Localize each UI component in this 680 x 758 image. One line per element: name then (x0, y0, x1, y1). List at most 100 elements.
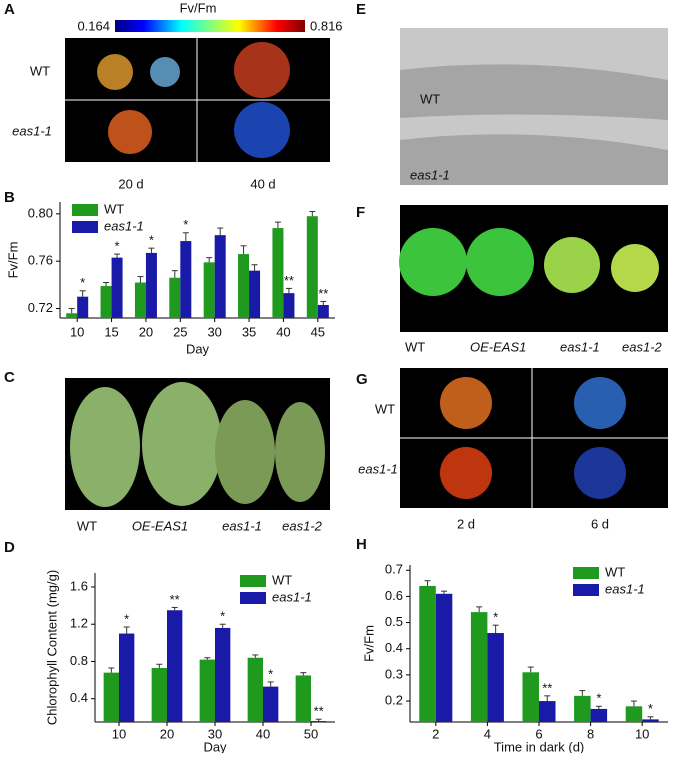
legend-swatch (573, 567, 599, 579)
significance: ** (542, 680, 552, 695)
plant (150, 57, 180, 87)
legend-swatch (72, 204, 98, 216)
y-tick-label: 0.3 (385, 666, 403, 681)
bar (203, 262, 215, 318)
bar (272, 228, 284, 318)
legend-swatch (240, 575, 266, 587)
sample-label: WT (405, 339, 425, 354)
significance: ** (284, 273, 294, 288)
section (400, 134, 668, 185)
bar (134, 282, 146, 318)
row-label: WT (375, 401, 395, 416)
sample-label: eas1-1 (222, 518, 262, 533)
y-tick-label: 0.7 (385, 562, 403, 577)
sample-label: eas1-1 (410, 167, 450, 182)
x-tick-label: 35 (242, 324, 256, 339)
legend-swatch (573, 584, 599, 596)
plant (466, 228, 534, 296)
leaf (215, 400, 275, 504)
row-label: eas1-1 (12, 123, 52, 138)
plant (234, 102, 290, 158)
y-tick-label: 0.4 (70, 690, 88, 705)
y-tick-label: 0.72 (28, 300, 53, 315)
legend-label: eas1-1 (272, 589, 312, 604)
sample-label: WT (420, 91, 440, 106)
bar (249, 270, 261, 318)
significance: ** (318, 286, 328, 301)
bar (238, 254, 250, 318)
plant (574, 447, 626, 499)
plant (544, 237, 600, 293)
x-axis-title: Day (203, 739, 227, 753)
x-tick-label: 40 (276, 324, 290, 339)
colorbar-min: 0.164 (77, 18, 110, 33)
significance: * (149, 233, 154, 248)
panel-letter: D (4, 539, 15, 556)
panel-letter: C (4, 369, 15, 386)
x-axis-title: Day (186, 341, 210, 356)
bar (100, 286, 112, 318)
x-tick-label: 25 (173, 324, 187, 339)
bar (215, 627, 231, 722)
x-tick-label: 6 (535, 726, 542, 741)
y-axis-title: Fv/Fm (361, 625, 376, 662)
plant (574, 377, 626, 429)
bar (419, 585, 436, 722)
x-tick-label: 10 (635, 726, 649, 741)
sample-label: OE-EAS1 (132, 518, 188, 533)
bar (317, 304, 329, 318)
panel-letter: H (356, 536, 367, 553)
bar (263, 686, 279, 722)
bar (169, 277, 181, 318)
significance: * (220, 609, 225, 624)
plant (108, 110, 152, 154)
x-tick-label: 30 (207, 324, 221, 339)
bar (295, 675, 311, 722)
significance: ** (170, 592, 180, 607)
legend-label: WT (605, 564, 625, 579)
bar (119, 633, 135, 722)
bar (167, 610, 183, 722)
significance: * (124, 611, 129, 626)
x-tick-label: 2 (432, 726, 439, 741)
leaf (70, 387, 140, 507)
x-tick-label: 20 (139, 324, 153, 339)
bar (145, 252, 157, 318)
y-axis-title: Fv/Fm (5, 242, 20, 279)
bar (283, 293, 295, 318)
bar (66, 313, 78, 318)
x-axis-title: Time in dark (d) (494, 739, 585, 753)
bar (435, 593, 453, 722)
x-tick-label: 10 (112, 726, 126, 741)
row-label: eas1-1 (358, 461, 398, 476)
significance: ** (314, 704, 324, 719)
plant (440, 447, 492, 499)
bar (199, 659, 215, 722)
panel-letter: A (4, 1, 15, 18)
plant (97, 54, 133, 90)
significance: * (648, 701, 653, 716)
significance: * (493, 610, 498, 625)
y-tick-label: 0.80 (28, 205, 53, 220)
panel-letter: E (356, 1, 366, 18)
bar (522, 672, 539, 722)
bar (470, 612, 488, 722)
bar (180, 241, 192, 318)
row-label: WT (30, 63, 50, 78)
y-tick-label: 0.2 (385, 693, 403, 708)
col-label: 6 d (591, 516, 609, 531)
sample-label: OE-EAS1 (470, 339, 526, 354)
significance: * (183, 217, 188, 232)
plant (440, 377, 492, 429)
significance: * (268, 666, 273, 681)
y-tick-label: 0.8 (70, 653, 88, 668)
col-label: 40 d (250, 176, 275, 191)
sample-label: eas1-1 (560, 339, 600, 354)
y-tick-label: 1.2 (70, 616, 88, 631)
x-tick-label: 15 (104, 324, 118, 339)
x-tick-label: 30 (208, 726, 222, 741)
y-tick-label: 0.76 (28, 253, 53, 268)
leaf (142, 382, 222, 506)
legend-label: eas1-1 (104, 218, 144, 233)
